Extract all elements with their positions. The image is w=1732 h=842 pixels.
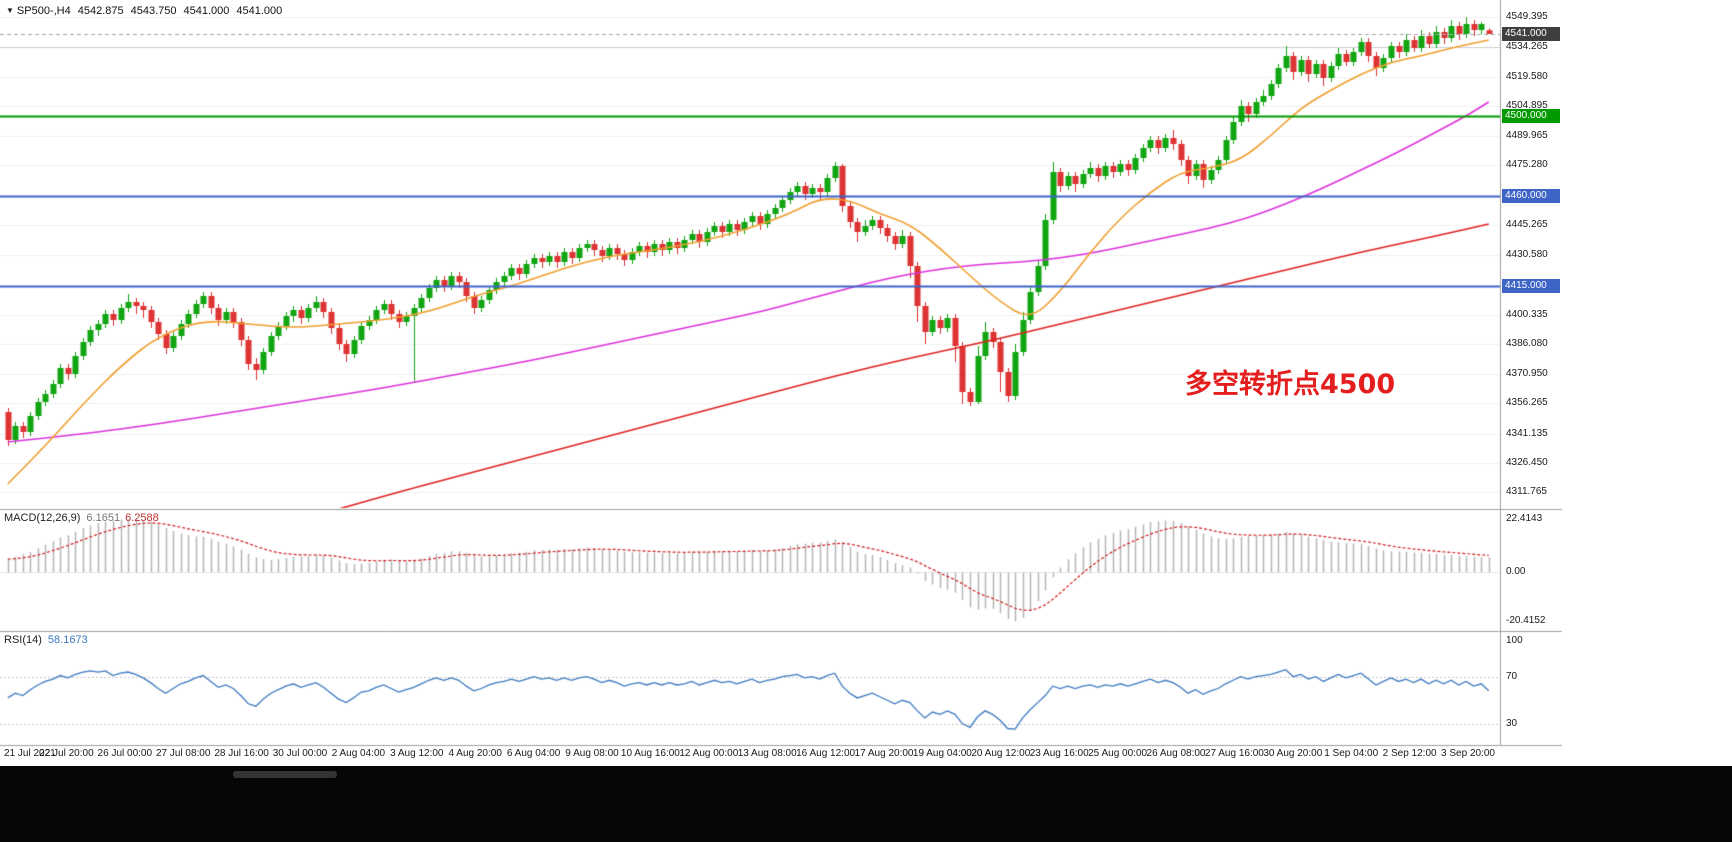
- price-tick-label: 4549.395: [1506, 11, 1548, 23]
- chart-dropdown-icon[interactable]: ▼: [6, 6, 14, 15]
- ohlc-high: 4543.750: [130, 5, 177, 17]
- price-tick-label: 4341.135: [1506, 427, 1548, 439]
- time-tick-label: 17 Aug 20:00: [854, 748, 914, 759]
- chart-title: ▼ SP500-,H4 4542.875 4543.750 4541.000 4541.0…: [6, 5, 282, 17]
- time-tick-label: 19 Aug 04:00: [912, 748, 972, 759]
- macd-tick-label: 0.00: [1506, 566, 1526, 578]
- ohlc-close: 4541.000: [236, 5, 283, 17]
- time-tick-label: 10 Aug 16:00: [620, 748, 680, 759]
- price-tick-label: 4519.580: [1506, 70, 1548, 82]
- price-tick-label: 4534.265: [1506, 41, 1548, 53]
- rsi-tick-label: 30: [1506, 717, 1518, 729]
- time-tick-label: 30 Jul 00:00: [272, 748, 328, 759]
- rsi-indicator-label: RSI(14) 58.1673: [4, 634, 88, 646]
- macd-main-value: 6.1651: [86, 512, 121, 524]
- time-tick-label: 12 Aug 00:00: [679, 748, 739, 759]
- price-tick-label: 4400.335: [1506, 309, 1548, 321]
- time-tick-label: 9 Aug 08:00: [565, 748, 619, 759]
- time-tick-label: 23 Aug 16:00: [1029, 748, 1089, 759]
- macd-signal-value: 6.2588: [125, 512, 159, 524]
- ohlc-open: 4542.875: [77, 5, 124, 17]
- time-tick-label: 30 Aug 20:00: [1263, 748, 1323, 759]
- time-tick-label: 27 Aug 16:00: [1204, 748, 1264, 759]
- time-tick-label: 3 Sep 20:00: [1441, 748, 1495, 759]
- price-tick-label: 4311.765: [1506, 486, 1547, 498]
- rsi-tick-label: 70: [1506, 670, 1518, 682]
- time-tick-label: 16 Aug 12:00: [796, 748, 856, 759]
- time-tick-label: 22 Jul 20:00: [39, 748, 94, 759]
- ohlc-low: 4541.000: [183, 5, 230, 17]
- price-tick-label: 4386.080: [1506, 337, 1548, 349]
- time-tick-label: 26 Jul 00:00: [97, 748, 153, 759]
- time-tick-label: 27 Jul 08:00: [155, 748, 211, 759]
- price-tick-label: 4326.450: [1506, 457, 1548, 469]
- time-tick-label: 2 Aug 04:00: [331, 748, 386, 759]
- scrollbar-thumb[interactable]: [233, 771, 337, 778]
- time-tick-label: 13 Aug 08:00: [737, 748, 797, 759]
- bottom-bar: [0, 766, 1732, 842]
- time-tick-label: 2 Sep 12:00: [1382, 748, 1437, 759]
- price-tick-label: 4370.950: [1506, 368, 1548, 380]
- price-tick-label: 4445.265: [1506, 219, 1548, 231]
- time-tick-label: 26 Aug 08:00: [1146, 748, 1206, 759]
- time-tick-label: 4 Aug 20:00: [448, 748, 502, 759]
- price-tick-label: 4356.265: [1506, 397, 1548, 409]
- macd-indicator-label: MACD(12,26,9) 6.1651 6.2588: [4, 512, 159, 524]
- price-level-box: 4500.000: [1502, 109, 1560, 123]
- annotation-text: 多空转折点4500: [1185, 369, 1396, 400]
- price-tick-label: 4430.580: [1506, 248, 1548, 260]
- time-tick-label: 25 Aug 00:00: [1088, 748, 1148, 759]
- symbol-timeframe-label: SP500-,H4: [16, 5, 71, 17]
- time-tick-label: 6 Aug 04:00: [506, 748, 561, 759]
- time-axis[interactable]: 21 Jul 2021 22 Jul 20:00 26 Jul 00:00 27 Ju…: [0, 745, 1500, 766]
- time-tick-label: 28 Jul 16:00: [214, 748, 269, 759]
- price-level-box: 4415.000: [1502, 279, 1560, 293]
- macd-tick-label: 22.4143: [1506, 512, 1543, 524]
- price-level-box: 4541.000: [1502, 27, 1560, 41]
- price-tick-label: 4489.965: [1506, 130, 1548, 142]
- time-tick-label: 21 Jul 2021: [4, 748, 56, 759]
- rsi-name: RSI(14): [4, 634, 42, 646]
- time-tick-label: 20 Aug 12:00: [971, 748, 1031, 759]
- price-level-box: 4460.000: [1502, 189, 1560, 203]
- price-axis[interactable]: 4549.395 4534.265 4519.580 4504.895 4489.965…: [1500, 0, 1732, 766]
- macd-name: MACD(12,26,9): [4, 512, 81, 524]
- time-tick-label: 1 Sep 04:00: [1324, 748, 1379, 759]
- chart-canvas[interactable]: [0, 0, 1732, 766]
- rsi-value: 58.1673: [47, 634, 88, 646]
- price-tick-label: 4504.895: [1506, 100, 1548, 112]
- rsi-tick-label: 100: [1506, 635, 1523, 647]
- macd-tick-label: -20.4152: [1506, 615, 1546, 627]
- time-tick-label: 3 Aug 12:00: [390, 748, 444, 759]
- price-tick-label: 4475.280: [1506, 159, 1548, 171]
